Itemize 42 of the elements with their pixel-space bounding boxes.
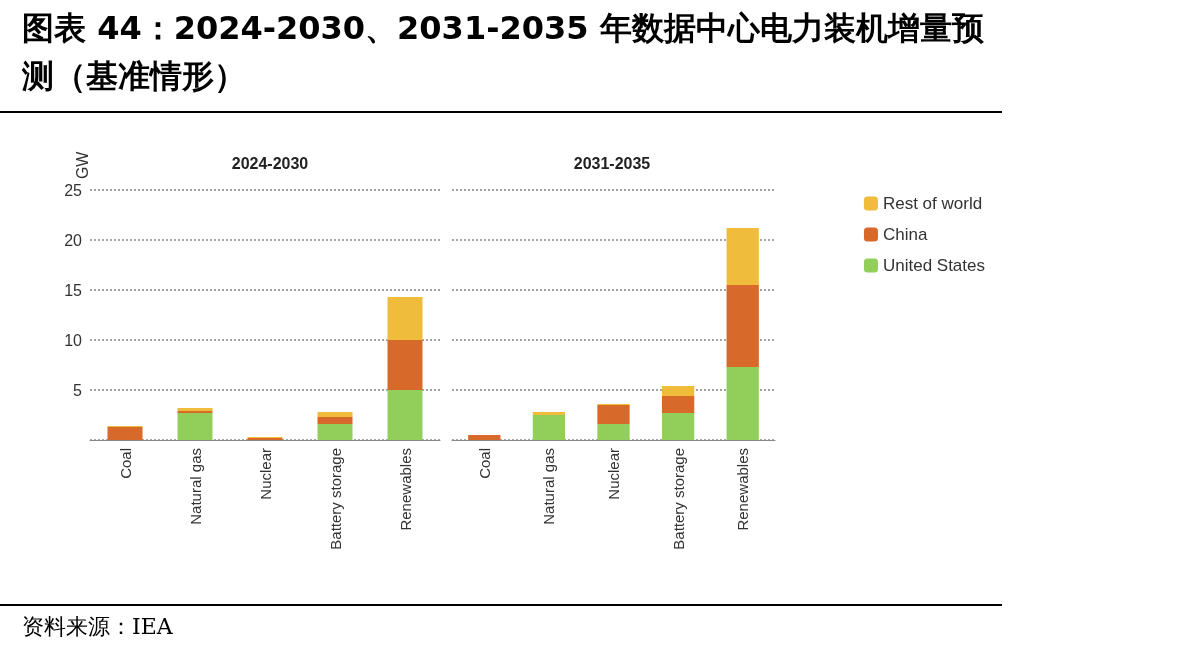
y-tick-label: 5 [73, 381, 83, 399]
x-tick-label: Renewables [396, 448, 414, 531]
bar [387, 390, 423, 440]
bar [532, 412, 566, 415]
y-tick-label: 15 [64, 281, 83, 299]
x-tick-label: Battery storage [326, 448, 344, 550]
legend-label: China [882, 225, 928, 244]
chart-subtitle: 2031-2035 [573, 154, 651, 172]
bar [661, 413, 695, 440]
chart-title: 图表 44：2024-2030、2031-2035 年数据中心电力装机增量预测（基准情形） [22, 8, 985, 97]
bar [387, 297, 423, 340]
bar [177, 413, 213, 440]
bar [387, 340, 423, 390]
x-tick-label: Battery storage [669, 448, 687, 550]
x-tick-label: Nuclear [605, 448, 622, 500]
bar [107, 427, 143, 440]
y-tick-label: 10 [64, 331, 83, 349]
y-axis-title: GW [73, 150, 91, 180]
x-tick-label: Natural gas [540, 448, 558, 525]
legend-label: Rest of world [882, 194, 983, 213]
bar [597, 405, 630, 424]
x-tick-label: Coal [116, 448, 134, 479]
bar [597, 424, 630, 440]
x-tick-label: Coal [475, 448, 493, 479]
x-tick-label: Nuclear [256, 448, 274, 500]
x-tick-label: Renewables [734, 448, 752, 531]
y-tick-label: 20 [64, 231, 83, 249]
bar [317, 417, 353, 424]
chart-subtitle: 2024-2030 [231, 154, 309, 172]
y-tick-label: 25 [64, 181, 83, 199]
bar [661, 396, 695, 413]
text: 资料来源：IEA [22, 613, 173, 641]
bar [532, 415, 566, 440]
x-tick-label: Natural gas [186, 448, 204, 525]
bar [726, 285, 759, 367]
bar [726, 228, 759, 285]
bar [317, 424, 353, 440]
legend-label: United States [882, 256, 985, 275]
bar [317, 412, 353, 417]
bar [468, 435, 501, 440]
bar [661, 386, 695, 396]
bar [726, 367, 759, 440]
